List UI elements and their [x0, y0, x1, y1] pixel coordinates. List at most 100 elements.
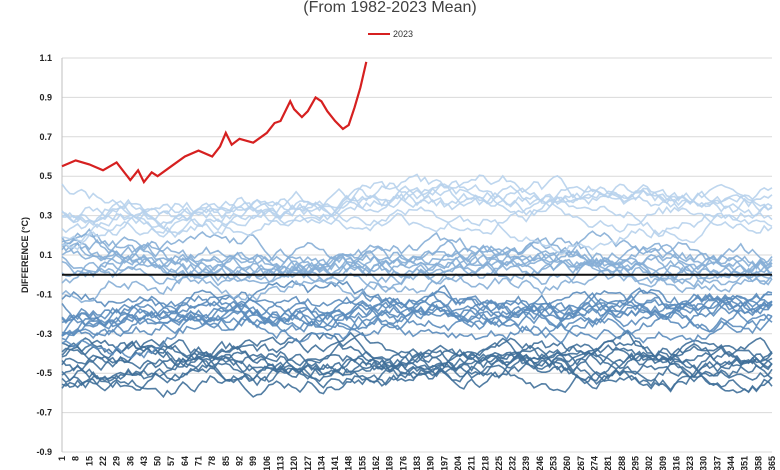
x-tick-label: 218	[480, 456, 490, 470]
x-tick-label: 148	[344, 456, 354, 470]
background-series-line	[61, 329, 773, 381]
x-tick-label: 1	[57, 456, 67, 461]
x-tick-label: 36	[125, 456, 135, 466]
background-series	[61, 173, 773, 399]
x-tick-label: 78	[207, 456, 217, 466]
x-tick-label: 204	[453, 456, 463, 470]
background-series-line	[61, 339, 773, 393]
y-tick-label: 0.5	[39, 171, 52, 181]
y-tick-label: -0.3	[36, 329, 52, 339]
x-tick-label: 22	[98, 456, 108, 466]
legend: 2023	[368, 29, 413, 39]
x-tick-label: 29	[112, 456, 122, 466]
x-tick-label: 274	[590, 456, 600, 470]
x-tick-label: 92	[235, 456, 245, 466]
x-tick-label: 239	[521, 456, 531, 470]
x-tick-label: 183	[412, 456, 422, 470]
x-tick-label: 134	[316, 456, 326, 470]
background-series-line	[61, 239, 773, 279]
x-tick-label: 141	[330, 456, 340, 470]
background-series-line	[61, 294, 773, 341]
x-tick-label: 120	[289, 456, 299, 470]
background-series-line	[61, 183, 773, 243]
x-tick-label: 57	[166, 456, 176, 466]
x-tick-label: 281	[603, 456, 613, 470]
background-series-line	[61, 196, 773, 256]
x-tick-label: 267	[576, 456, 586, 470]
background-series-line	[61, 243, 773, 286]
x-tick-label: 316	[671, 456, 681, 470]
background-series-line	[61, 174, 773, 223]
x-tick-label: 211	[467, 456, 477, 470]
background-series-line	[61, 344, 773, 394]
background-series-line	[61, 231, 773, 287]
x-tick-label: 323	[685, 456, 695, 470]
x-tick-label: 330	[699, 456, 709, 470]
background-series-line	[61, 182, 773, 238]
background-series-line	[61, 337, 773, 385]
x-tick-label: 197	[439, 456, 449, 470]
x-tick-label: 190	[426, 456, 436, 470]
x-tick-label: 169	[385, 456, 395, 470]
background-series-line	[61, 186, 773, 238]
x-tick-label: 85	[221, 456, 231, 466]
x-tick-label: 309	[658, 456, 668, 470]
background-series-line	[61, 290, 773, 330]
x-tick-label: 15	[84, 456, 94, 466]
background-series-line	[61, 291, 773, 345]
background-series-line	[61, 342, 773, 399]
highlight-series-2023	[61, 61, 368, 185]
x-tick-label: 8	[71, 456, 81, 461]
x-tick-label: 344	[726, 456, 736, 470]
x-tick-label: 246	[535, 456, 545, 470]
x-tick-label: 260	[562, 456, 572, 470]
background-series-line	[61, 337, 773, 382]
y-tick-label: 0.9	[39, 92, 52, 102]
x-tick-label: 176	[398, 456, 408, 470]
x-tick-label: 99	[248, 456, 258, 466]
y-tick-labels: 1.1 0.9 0.7 0.5 0.3 0.1 -0.1 -0.3 -0.5 -0.7 -0.9	[36, 53, 52, 457]
background-series-line	[61, 255, 773, 300]
chart-subtitle: (From 1982-2023 Mean)	[303, 0, 476, 16]
x-tick-label: 337	[712, 456, 722, 470]
x-tick-label: 71	[194, 456, 204, 466]
x-tick-label: 232	[508, 456, 518, 470]
background-series-line	[61, 230, 773, 270]
x-tick-label: 50	[153, 456, 163, 466]
background-series-line	[61, 307, 773, 344]
x-tick-label: 225	[494, 456, 504, 470]
background-series-line	[61, 346, 773, 390]
x-tick-label: 365	[767, 456, 777, 470]
x-tick-label: 162	[371, 456, 381, 470]
x-tick-label: 106	[262, 456, 272, 470]
y-tick-label: -0.9	[36, 447, 52, 457]
x-tick-label: 43	[139, 456, 149, 466]
x-tick-label: 64	[180, 456, 190, 466]
y-tick-label: 0.1	[39, 250, 52, 260]
background-series-line	[61, 246, 773, 286]
x-tick-label: 295	[630, 456, 640, 470]
y-tick-label: -0.7	[36, 408, 52, 418]
y-tick-label: 1.1	[39, 53, 52, 63]
legend-label-2023: 2023	[393, 29, 413, 39]
y-tick-label: -0.5	[36, 368, 52, 378]
x-tick-label: 113	[275, 456, 285, 470]
x-tick-label: 288	[617, 456, 627, 470]
series-line-2023	[61, 61, 368, 185]
x-tick-label: 358	[753, 456, 763, 470]
y-tick-label: 0.3	[39, 211, 52, 221]
x-tick-label: 351	[740, 456, 750, 470]
x-tick-label: 302	[644, 456, 654, 470]
background-series-line	[61, 287, 773, 341]
y-axis-label: DIFFERENCE (°C)	[20, 217, 30, 293]
y-tick-label: 0.7	[39, 132, 52, 142]
x-tick-label: 127	[303, 456, 313, 470]
x-tick-label: 155	[357, 456, 367, 470]
background-series-line	[61, 298, 773, 343]
x-tick-labels: 1 8 15 22 29 36 43 50 57 64 71 78 85 92 99 106 113 120 127…	[57, 456, 777, 470]
background-series-line	[61, 290, 773, 359]
background-series-line	[61, 173, 773, 223]
x-tick-label: 253	[549, 456, 559, 470]
y-tick-label: -0.1	[36, 289, 52, 299]
